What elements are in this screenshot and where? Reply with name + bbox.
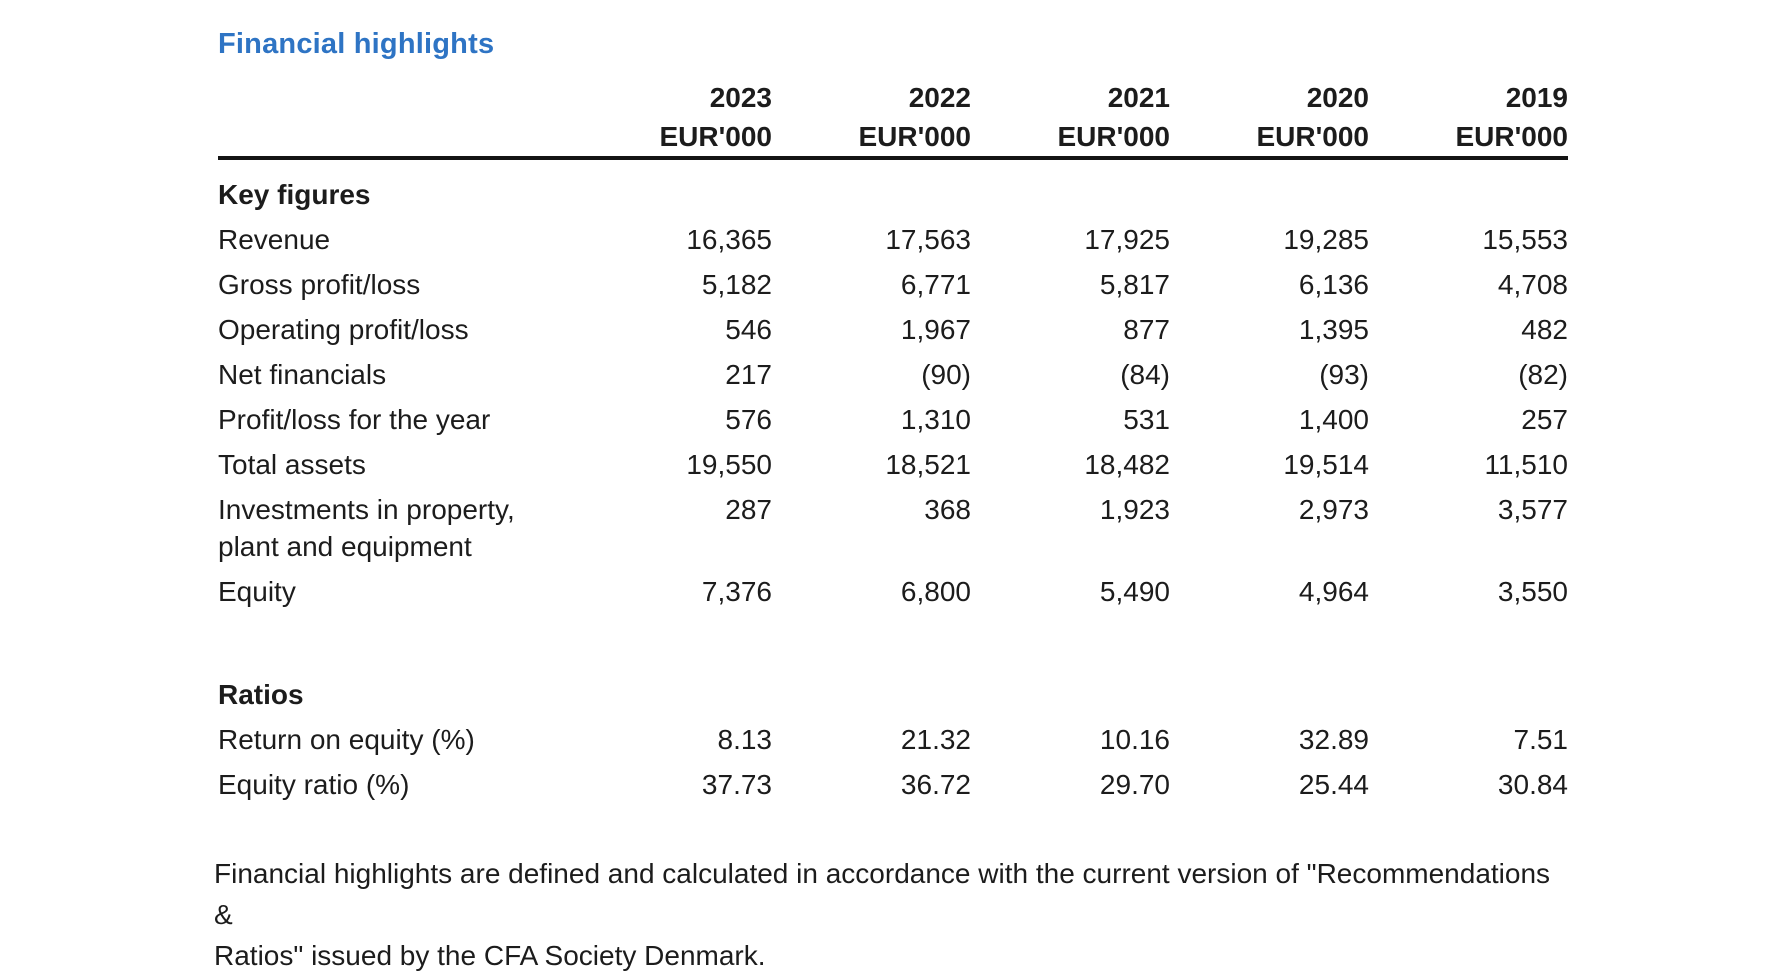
cell-value: 36.72 [900,769,971,800]
table-row: Net financials 217 (90) (84) (93) (82) [218,352,1568,397]
cell-value: 37.73 [701,769,772,800]
cell-value: (82) [1518,359,1568,390]
year-column-header: 2020 [1306,82,1369,113]
page-title: Financial highlights [218,28,495,60]
row-label-line: Investments in property, [218,494,515,525]
year-header-row: 2023 2022 2021 2020 2019 [218,78,1568,117]
cell-value: 6,136 [1298,269,1369,300]
cell-value: 19,285 [1283,224,1369,255]
section-heading: Ratios [218,679,304,710]
row-label: Equity [218,576,296,607]
cell-value: 18,482 [1084,449,1170,480]
cell-value: 29.70 [1099,769,1170,800]
cell-value: 1,395 [1298,314,1369,345]
cell-value: 32.89 [1298,724,1369,755]
cell-value: (93) [1319,359,1369,390]
cell-value: 1,400 [1298,404,1369,435]
currency-unit-header: EUR'000 [1455,121,1569,152]
header-corner-cell [218,78,573,117]
cell-value: 7,376 [701,576,772,607]
currency-unit-header: EUR'000 [858,121,972,152]
table-row: Revenue 16,365 17,563 17,925 19,285 15,553 [218,217,1568,262]
cell-value: 17,563 [885,224,971,255]
section-heading: Key figures [218,179,371,210]
row-label: Total assets [218,449,366,480]
cell-value: 3,577 [1497,494,1568,525]
row-label: Net financials [218,359,387,390]
unit-header-row: EUR'000 EUR'000 EUR'000 EUR'000 EUR'000 [218,117,1569,156]
row-label: Operating profit/loss [218,314,469,345]
cell-value: 15,553 [1482,224,1568,255]
cell-value: 5,817 [1099,269,1170,300]
cell-value: (90) [921,359,971,390]
currency-unit-header: EUR'000 [1256,121,1370,152]
table-row: Operating profit/loss 546 1,967 877 1,395 482 [218,307,1568,352]
year-column-header: 2023 [709,82,772,113]
row-label: Return on equity (%) [218,724,475,755]
table-row: Return on equity (%) 8.13 21.32 10.16 32.89 7… [218,717,1568,762]
footnote-line: Financial highlights are defined and cal… [214,858,1551,930]
header-corner-cell [218,117,573,156]
cell-value: 531 [1123,404,1170,435]
table-row: Total assets 19,550 18,521 18,482 19,514 11,5… [218,442,1568,487]
table-row: Equity ratio (%) 37.73 36.72 29.70 25.44 30.8… [218,762,1568,807]
cell-value: 257 [1521,404,1568,435]
cell-value: 4,964 [1298,576,1369,607]
financial-highlights-table: 2023 2022 2021 2020 2019 EUR'000 EUR'000 EUR'0… [218,78,1568,807]
currency-unit-header: EUR'000 [659,121,773,152]
currency-unit-header: EUR'000 [1057,121,1171,152]
footnote-line: Ratios" issued by the CFA Society Denmar… [214,940,766,971]
cell-value: 1,310 [900,404,971,435]
cell-value: 6,771 [900,269,971,300]
row-label: Revenue [218,224,331,255]
year-column-header: 2019 [1505,82,1568,113]
table-row: Equity 7,376 6,800 5,490 4,964 3,550 [218,569,1568,614]
cell-value: 8.13 [717,724,773,755]
footnote: Financial highlights are defined and cal… [214,853,1574,976]
year-column-header: 2021 [1107,82,1170,113]
row-label: Equity ratio (%) [218,769,410,800]
cell-value: 17,925 [1084,224,1170,255]
section-heading-row: Ratios [218,672,1568,717]
cell-value: 877 [1123,314,1170,345]
cell-value: 5,490 [1099,576,1170,607]
cell-value: 4,708 [1497,269,1568,300]
cell-value: 25.44 [1298,769,1369,800]
cell-value: 2,973 [1298,494,1369,525]
cell-value: 546 [725,314,772,345]
cell-value: 19,550 [686,449,772,480]
row-label-line: plant and equipment [218,531,472,562]
table-header: 2023 2022 2021 2020 2019 EUR'000 EUR'000 EUR'0… [218,78,1568,160]
cell-value: 5,182 [701,269,772,300]
table-row: Profit/loss for the year 576 1,310 531 1,400… [218,397,1568,442]
cell-value: 30.84 [1497,769,1568,800]
row-label: Investments in property, plant and equipm… [218,487,573,569]
cell-value: 19,514 [1283,449,1369,480]
cell-value: 21.32 [900,724,971,755]
cell-value: 18,521 [885,449,971,480]
cell-value: 1,967 [900,314,971,345]
cell-value: 1,923 [1099,494,1170,525]
cell-value: 6,800 [900,576,971,607]
cell-value: 10.16 [1099,724,1170,755]
cell-value: 16,365 [686,224,772,255]
section-heading-row: Key figures [218,172,1568,217]
cell-value: 482 [1521,314,1568,345]
table-row: Investments in property, plant and equipm… [218,487,1568,569]
table-body: Key figures Revenue 16,365 17,563 17,925 19,2… [218,160,1568,807]
cell-value: 287 [725,494,772,525]
cell-value: 217 [725,359,772,390]
year-column-header: 2022 [908,82,971,113]
cell-value: 3,550 [1497,576,1568,607]
cell-value: 368 [924,494,971,525]
row-label: Gross profit/loss [218,269,421,300]
table-row: Gross profit/loss 5,182 6,771 5,817 6,136 4,7… [218,262,1568,307]
row-label: Profit/loss for the year [218,404,491,435]
cell-value: 11,510 [1484,449,1568,480]
cell-value: 7.51 [1513,724,1569,755]
cell-value: 576 [725,404,772,435]
cell-value: (84) [1120,359,1170,390]
